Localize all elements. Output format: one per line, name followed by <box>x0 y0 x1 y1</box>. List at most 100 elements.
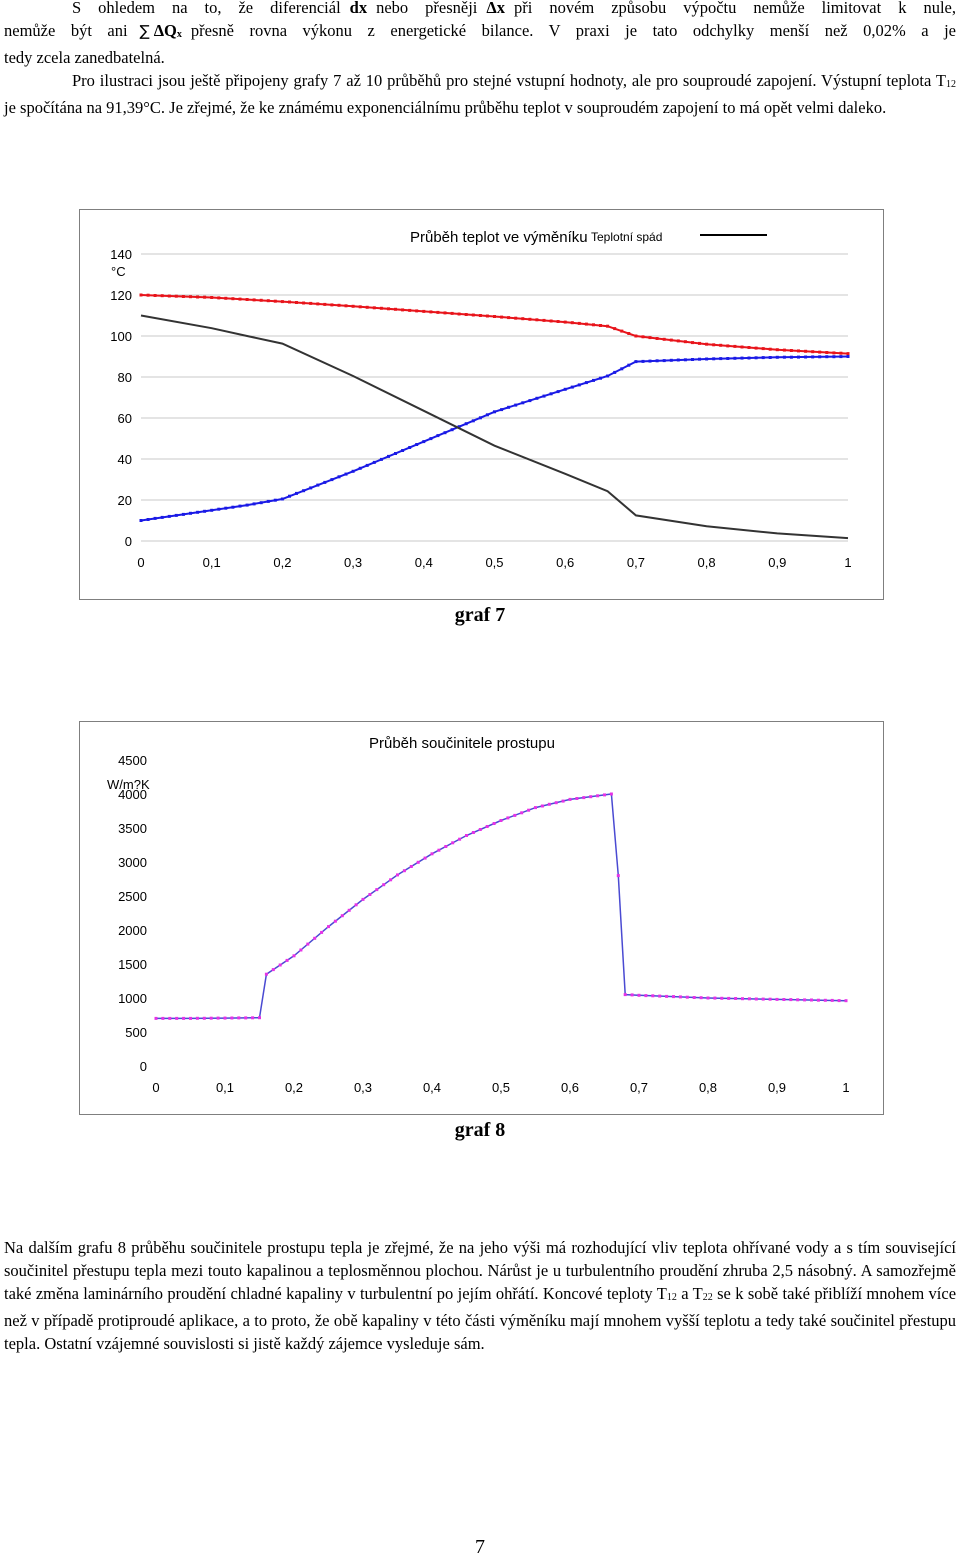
data-point <box>648 359 652 363</box>
y-tick-label: 100 <box>110 329 132 344</box>
data-point <box>547 802 551 806</box>
data-point <box>676 339 680 343</box>
intro-paragraph-1-line-3: tedy zcela zanedbatelná. <box>4 48 165 67</box>
data-point <box>706 996 710 1000</box>
caption-graf-7: graf 7 <box>454 604 506 626</box>
data-point <box>436 434 440 438</box>
data-point <box>146 293 150 297</box>
x-tick-label: 1 <box>844 555 851 570</box>
data-point <box>423 856 427 860</box>
data-point <box>288 300 291 304</box>
data-point <box>613 327 617 331</box>
data-point <box>768 356 772 359</box>
data-point <box>637 993 641 997</box>
data-point <box>316 483 320 487</box>
data-point <box>259 501 263 505</box>
data-point <box>389 878 393 882</box>
y-tick-label: 3500 <box>118 821 147 836</box>
data-point <box>535 396 539 400</box>
data-point <box>534 806 537 810</box>
y-tick-label: 140 <box>110 247 132 262</box>
data-point <box>837 999 841 1003</box>
data-point <box>754 997 758 1001</box>
data-point <box>712 343 716 347</box>
data-point <box>535 318 539 322</box>
data-point <box>372 460 376 464</box>
data-point <box>457 425 461 429</box>
data-point <box>358 466 362 470</box>
data-point <box>669 358 673 362</box>
data-point <box>844 999 848 1003</box>
data-point <box>273 498 277 502</box>
data-point <box>563 387 567 391</box>
x-tick-label: 0 <box>137 555 144 570</box>
data-point <box>285 958 289 962</box>
data-point <box>444 845 448 848</box>
data-point <box>606 324 610 328</box>
data-point <box>181 295 185 298</box>
page-number: 7 <box>475 1536 485 1558</box>
data-point <box>365 305 369 309</box>
data-point <box>644 994 648 998</box>
x-tick-label: 0,1 <box>203 555 221 570</box>
data-point <box>471 419 475 423</box>
data-point <box>846 352 850 356</box>
data-point <box>436 310 440 314</box>
data-point <box>740 356 744 360</box>
data-point <box>620 367 624 371</box>
data-point <box>224 506 228 510</box>
data-point <box>596 794 600 798</box>
data-point <box>251 1016 255 1020</box>
data-point <box>634 360 638 364</box>
data-point <box>691 358 694 361</box>
data-point <box>493 315 496 318</box>
data-point <box>733 344 737 348</box>
data-point <box>306 942 310 946</box>
data-point <box>153 294 157 297</box>
data-point <box>683 340 687 344</box>
data-point <box>271 968 275 972</box>
data-point <box>825 351 829 354</box>
data-point <box>347 908 351 912</box>
data-point <box>507 405 511 409</box>
data-point <box>146 518 150 521</box>
data-point <box>676 358 680 362</box>
data-point <box>705 357 709 361</box>
data-point <box>280 300 284 304</box>
data-point <box>299 948 303 952</box>
data-point <box>775 348 779 352</box>
x-tick-label: 0,5 <box>492 1080 510 1095</box>
data-point <box>514 316 518 320</box>
data-point <box>726 357 730 360</box>
data-point <box>527 808 531 812</box>
data-point <box>361 897 365 901</box>
data-point <box>641 335 645 339</box>
data-point <box>540 804 544 808</box>
x-tick-label: 0,9 <box>768 1080 786 1095</box>
data-point <box>782 355 786 359</box>
data-point <box>678 995 682 999</box>
data-point <box>528 399 532 403</box>
data-point <box>727 996 731 1000</box>
data-point <box>394 307 397 311</box>
data-point <box>846 355 850 358</box>
data-point <box>577 321 581 325</box>
data-point <box>358 305 362 309</box>
data-point <box>196 295 200 299</box>
data-point <box>627 332 631 335</box>
data-point <box>542 394 546 398</box>
data-point <box>365 463 369 467</box>
y-tick-label: 2500 <box>118 889 147 904</box>
data-point <box>782 348 786 352</box>
data-point <box>196 510 200 514</box>
data-point <box>634 334 638 338</box>
data-point <box>507 316 511 320</box>
data-point <box>302 301 306 305</box>
data-point <box>499 819 503 822</box>
data-point <box>280 497 284 501</box>
data-point <box>797 355 800 359</box>
data-point <box>245 298 249 301</box>
data-point <box>613 370 617 374</box>
data-point <box>258 1016 261 1020</box>
data-point <box>830 998 834 1002</box>
